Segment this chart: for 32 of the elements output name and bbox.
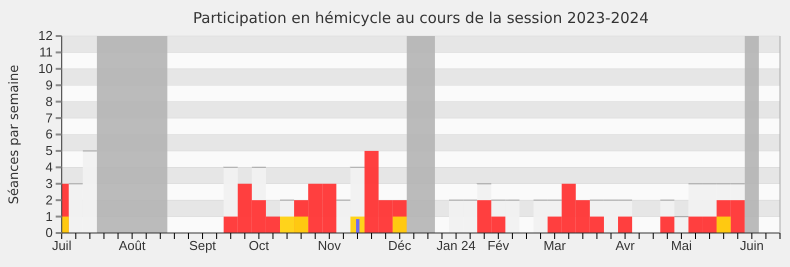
- x-tick-label: Oct: [248, 238, 270, 253]
- y-tick-label: 8: [45, 94, 53, 109]
- x-tick-label: Juin: [740, 238, 764, 253]
- y-axis-title: Séances par semaine: [7, 64, 22, 204]
- y-tick-label: 3: [45, 176, 53, 191]
- x-tick-label: Juil: [52, 238, 72, 253]
- y-tick-label: 5: [45, 143, 53, 158]
- x-tick-label: Mar: [543, 238, 567, 253]
- x-tick-label: Nov: [318, 238, 342, 253]
- bar: [618, 216, 632, 233]
- bar: [356, 219, 360, 233]
- y-tick-label: 1: [45, 208, 53, 224]
- x-tick-label: Fév: [487, 238, 510, 253]
- y-tick-label: 6: [45, 126, 53, 142]
- bar: [660, 216, 674, 233]
- y-tick-label: 7: [45, 110, 53, 126]
- y-tick-label: 2: [45, 192, 53, 208]
- x-tick-label: Août: [118, 238, 146, 253]
- chart-title: Participation en hémicycle au cours de la session 2023-2024: [192, 9, 649, 27]
- y-tick-label: 10: [38, 60, 53, 76]
- bar: [392, 216, 407, 233]
- x-tick-label: Déc: [388, 238, 412, 253]
- bar: [716, 216, 731, 233]
- x-tick-label: Jan 24: [436, 238, 476, 253]
- x-tick-label: Avr: [615, 238, 636, 253]
- y-tick-label: 9: [45, 77, 53, 92]
- y-tick-label: 12: [38, 28, 53, 44]
- y-tick-label: 0: [45, 225, 53, 240]
- x-tick-label: Mai: [670, 238, 692, 253]
- y-tick-label: 11: [39, 44, 53, 60]
- x-tick-label: Sept: [189, 238, 216, 253]
- y-tick-label: 4: [45, 159, 53, 174]
